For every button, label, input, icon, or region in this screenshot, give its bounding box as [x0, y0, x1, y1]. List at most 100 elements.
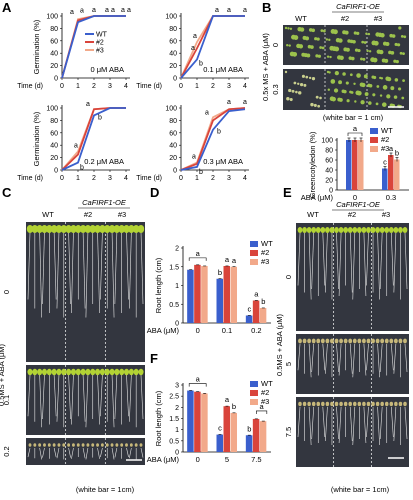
significance-letter: a: [105, 7, 109, 14]
significance-letter: a: [227, 7, 231, 14]
significance-letter: a: [389, 144, 394, 153]
x-tick-label: 0.2: [251, 326, 261, 335]
root: [352, 232, 356, 300]
cotyledon: [67, 443, 71, 447]
y-tick-label: 2.5: [169, 394, 179, 401]
seedling: [292, 51, 298, 57]
bar-WT-0.3: [382, 168, 388, 190]
legend-swatch-l3: [250, 399, 258, 405]
seedling: [390, 51, 395, 55]
series-line-#2: [180, 107, 246, 171]
bar-#2-7.5: [252, 418, 260, 452]
seedling: [382, 85, 388, 90]
y-tick-label: 2: [175, 405, 179, 412]
bar-#3-0.3: [394, 159, 400, 190]
seedling: [306, 53, 311, 58]
significance-letter: b: [217, 129, 221, 136]
cotyledon: [311, 401, 316, 407]
y-tick-label: 60: [50, 130, 58, 137]
seedling: [293, 35, 299, 40]
bar-#3-0: [358, 140, 364, 190]
seedling: [286, 43, 289, 47]
bar-WT-0.1: [216, 278, 223, 323]
root: [377, 232, 380, 300]
seedling: [326, 55, 330, 58]
significance-letter: a: [196, 375, 201, 384]
seedling: [375, 102, 379, 106]
seedling: [367, 32, 371, 36]
seedling: [327, 88, 331, 91]
legend: WT#2#3: [85, 32, 108, 55]
legend-swatch-wt: [250, 241, 258, 247]
x-axis-label: Time (d): [17, 175, 43, 182]
seedling: [316, 37, 320, 41]
root: [56, 231, 60, 309]
significance-letter: b: [199, 169, 203, 176]
bar-WT-7.5: [245, 435, 253, 452]
seedling: [315, 54, 319, 58]
root: [85, 374, 89, 428]
y-tick-label: 80: [50, 26, 58, 33]
y-tick-label: 0: [173, 168, 177, 175]
seedling: [345, 81, 349, 85]
plate-photo: [26, 222, 145, 362]
y-tick-label: 80: [50, 118, 58, 125]
significance-bracket: [256, 410, 268, 414]
cotyledon: [343, 401, 348, 407]
y-tick-label: 20: [169, 63, 177, 70]
x-tick-label: 0: [60, 83, 64, 90]
bar-WT-5: [216, 434, 223, 452]
cotyledon: [133, 368, 139, 376]
cotyledon: [339, 338, 344, 344]
seedling: [315, 95, 319, 99]
cotyledon: [105, 443, 109, 447]
oe-line-label: CaFIRF1-OE: [82, 198, 127, 207]
root: [391, 232, 394, 286]
root: [297, 406, 301, 438]
legend-swatch-wt: [370, 128, 378, 134]
significance-letter: a: [205, 109, 209, 116]
seedling: [321, 46, 325, 50]
root: [308, 232, 312, 300]
y-tick-label: 20: [50, 155, 58, 162]
root: [393, 232, 397, 293]
cotyledon: [75, 368, 81, 376]
plate-photo: [26, 438, 145, 465]
cotyledon: [80, 368, 86, 376]
cotyledon: [338, 227, 344, 233]
seedling: [399, 51, 403, 55]
x-tick-label: 3: [227, 83, 231, 90]
cotyledon: [357, 401, 362, 407]
legend: WT#2#3: [370, 126, 393, 153]
cotyledon: [320, 338, 325, 344]
root: [311, 232, 314, 290]
legend-swatch-l3: [370, 146, 378, 152]
root: [27, 374, 31, 417]
cotyledon: [114, 368, 120, 376]
y-tick-label: 1: [175, 427, 179, 434]
cotyledon: [366, 227, 371, 233]
seedling: [384, 58, 389, 63]
seedling: [402, 79, 405, 83]
cotyledon: [62, 443, 66, 447]
root: [97, 374, 100, 425]
x-tick-label: 3: [108, 175, 112, 182]
root: [322, 343, 326, 371]
root: [42, 374, 45, 420]
seedling: [363, 74, 368, 79]
seedling: [356, 31, 360, 35]
y-tick-label: 60: [169, 130, 177, 137]
seedling: [303, 83, 307, 87]
abalevel-annotation: 0 μM ABA: [90, 65, 124, 74]
cotyledon: [41, 368, 48, 376]
x-tick-label: 0: [179, 175, 183, 182]
cotyledon: [316, 338, 321, 344]
root: [53, 231, 57, 300]
root: [393, 343, 397, 374]
root: [325, 343, 328, 374]
cotyledon: [370, 227, 376, 233]
significance-letter: a: [353, 124, 358, 133]
genotype-header: #2: [84, 210, 92, 219]
seedling: [390, 86, 395, 91]
